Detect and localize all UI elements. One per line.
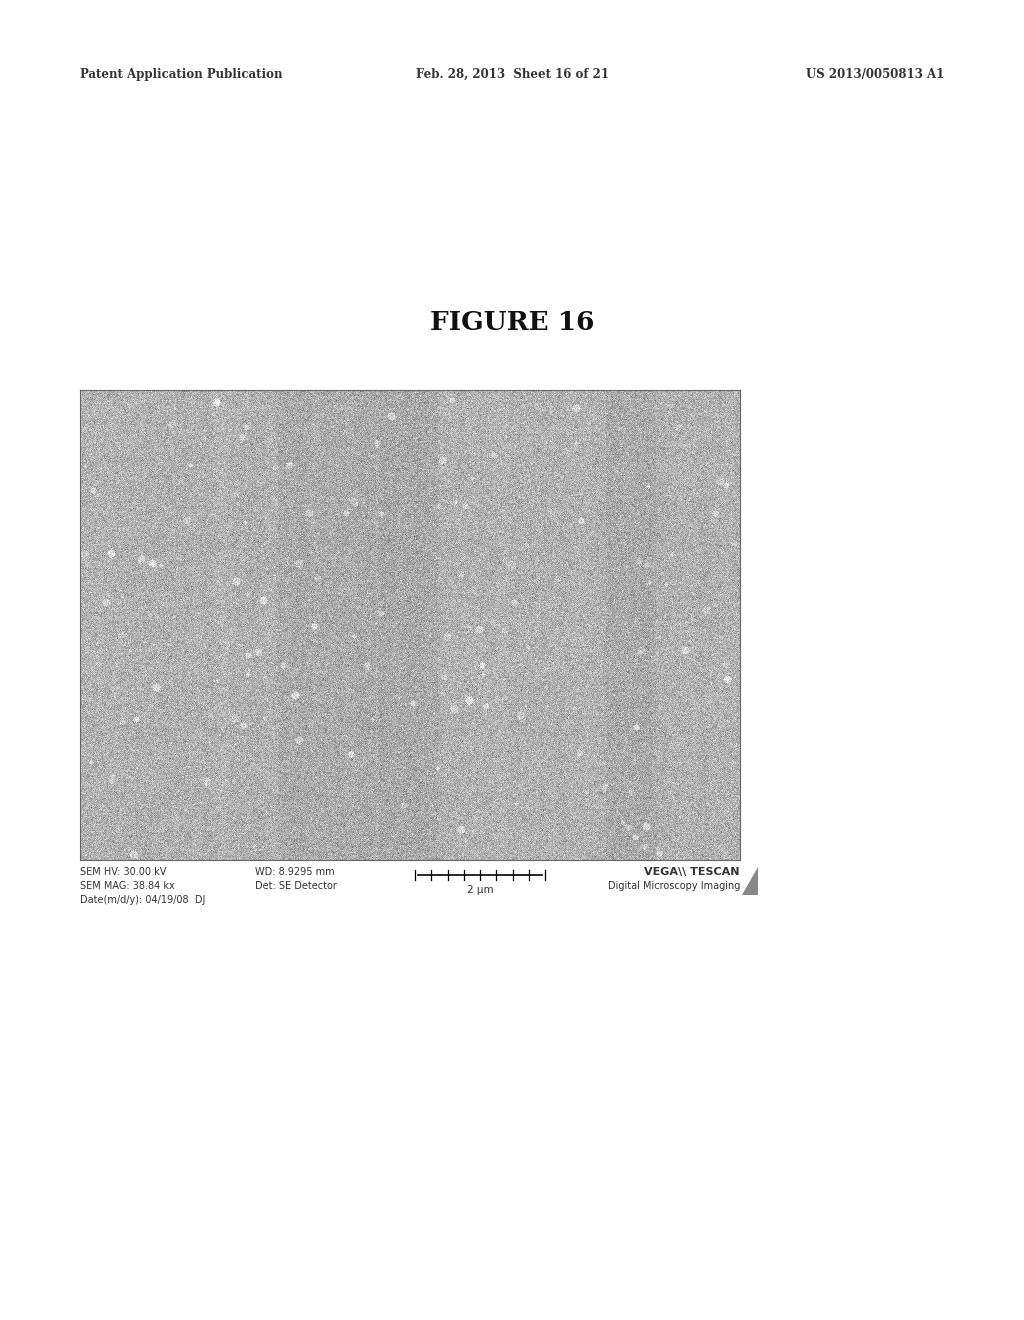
- Polygon shape: [742, 867, 758, 895]
- Text: Date(m/d/y): 04/19/08  DJ: Date(m/d/y): 04/19/08 DJ: [80, 895, 206, 906]
- Text: VEGA\\ TESCAN: VEGA\\ TESCAN: [644, 867, 740, 876]
- Text: Feb. 28, 2013  Sheet 16 of 21: Feb. 28, 2013 Sheet 16 of 21: [416, 69, 608, 81]
- Text: WD: 8.9295 mm: WD: 8.9295 mm: [255, 867, 335, 876]
- Text: Det: SE Detector: Det: SE Detector: [255, 880, 337, 891]
- Text: Digital Microscopy Imaging: Digital Microscopy Imaging: [607, 880, 740, 891]
- Text: Patent Application Publication: Patent Application Publication: [80, 69, 283, 81]
- Text: SEM HV: 30.00 kV: SEM HV: 30.00 kV: [80, 867, 166, 876]
- Text: SEM MAG: 38.84 kx: SEM MAG: 38.84 kx: [80, 880, 175, 891]
- Text: 2 μm: 2 μm: [467, 884, 494, 895]
- Text: US 2013/0050813 A1: US 2013/0050813 A1: [806, 69, 944, 81]
- Text: FIGURE 16: FIGURE 16: [430, 310, 594, 335]
